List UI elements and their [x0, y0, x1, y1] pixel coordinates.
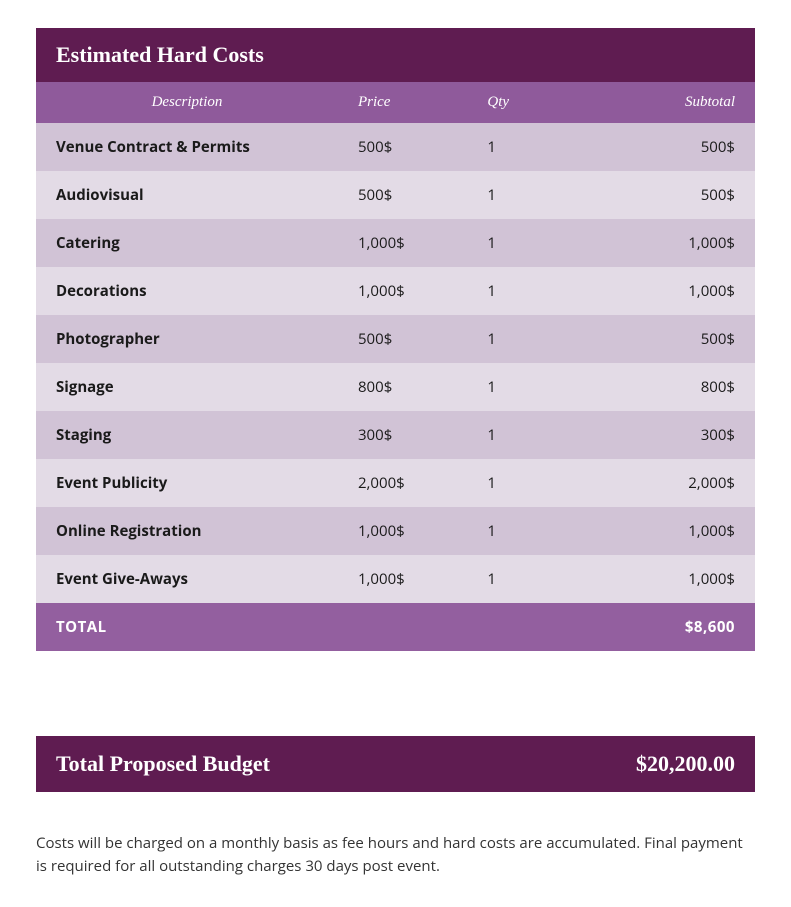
cell-price: 2,000$	[338, 459, 467, 507]
table-row: Audiovisual500$1500$	[36, 171, 755, 219]
table-row: Venue Contract & Permits500$1500$	[36, 123, 755, 171]
cell-description: Photographer	[36, 315, 338, 363]
cell-price: 500$	[338, 171, 467, 219]
cell-qty: 1	[467, 315, 568, 363]
total-budget-value: $20,200.00	[636, 751, 735, 777]
hard-costs-table: Description Price Qty Subtotal Venue Con…	[36, 82, 755, 651]
total-budget-label: Total Proposed Budget	[56, 751, 270, 777]
cell-price: 300$	[338, 411, 467, 459]
cell-description: Event Give-Aways	[36, 555, 338, 603]
cell-subtotal: 300$	[568, 411, 755, 459]
cell-qty: 1	[467, 219, 568, 267]
cell-description: Event Publicity	[36, 459, 338, 507]
table-row: Signage800$1800$	[36, 363, 755, 411]
cell-subtotal: 500$	[568, 171, 755, 219]
col-header-qty: Qty	[467, 82, 568, 123]
cell-description: Decorations	[36, 267, 338, 315]
cell-description: Signage	[36, 363, 338, 411]
cell-subtotal: 2,000$	[568, 459, 755, 507]
cell-subtotal: 500$	[568, 123, 755, 171]
total-budget-bar: Total Proposed Budget $20,200.00	[36, 736, 755, 792]
table-row: Event Publicity2,000$12,000$	[36, 459, 755, 507]
col-header-subtotal: Subtotal	[568, 82, 755, 123]
total-row: TOTAL $8,600	[36, 603, 755, 651]
cell-qty: 1	[467, 411, 568, 459]
cell-description: Staging	[36, 411, 338, 459]
cell-qty: 1	[467, 363, 568, 411]
total-value: $8,600	[568, 603, 755, 651]
table-row: Event Give-Aways1,000$11,000$	[36, 555, 755, 603]
cell-subtotal: 1,000$	[568, 507, 755, 555]
cell-qty: 1	[467, 267, 568, 315]
table-row: Staging300$1300$	[36, 411, 755, 459]
cell-subtotal: 1,000$	[568, 267, 755, 315]
hard-costs-header: Estimated Hard Costs	[36, 28, 755, 82]
payment-terms-note: Costs will be charged on a monthly basis…	[36, 832, 755, 879]
cell-subtotal: 800$	[568, 363, 755, 411]
cell-price: 1,000$	[338, 555, 467, 603]
cell-price: 500$	[338, 123, 467, 171]
cell-price: 1,000$	[338, 219, 467, 267]
cell-qty: 1	[467, 123, 568, 171]
col-header-price: Price	[338, 82, 467, 123]
cell-description: Audiovisual	[36, 171, 338, 219]
table-row: Decorations1,000$11,000$	[36, 267, 755, 315]
cell-description: Online Registration	[36, 507, 338, 555]
table-row: Photographer500$1500$	[36, 315, 755, 363]
cell-qty: 1	[467, 507, 568, 555]
cell-description: Catering	[36, 219, 338, 267]
cell-price: 1,000$	[338, 507, 467, 555]
cell-subtotal: 500$	[568, 315, 755, 363]
table-row: Online Registration1,000$11,000$	[36, 507, 755, 555]
cell-description: Venue Contract & Permits	[36, 123, 338, 171]
cell-price: 1,000$	[338, 267, 467, 315]
table-row: Catering1,000$11,000$	[36, 219, 755, 267]
col-header-description: Description	[36, 82, 338, 123]
cell-price: 800$	[338, 363, 467, 411]
cell-subtotal: 1,000$	[568, 219, 755, 267]
cell-subtotal: 1,000$	[568, 555, 755, 603]
table-header-row: Description Price Qty Subtotal	[36, 82, 755, 123]
cell-qty: 1	[467, 459, 568, 507]
total-label: TOTAL	[36, 603, 338, 651]
cell-price: 500$	[338, 315, 467, 363]
cell-qty: 1	[467, 171, 568, 219]
cell-qty: 1	[467, 555, 568, 603]
